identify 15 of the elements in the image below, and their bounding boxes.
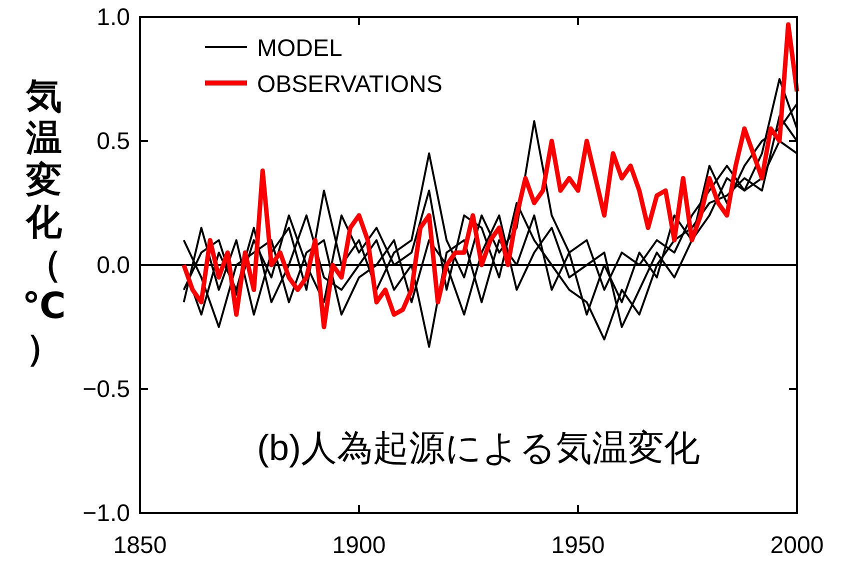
x-tick-label: 1850 — [113, 532, 167, 559]
y-tick-label: 0.5 — [96, 128, 130, 155]
y-tick-label: 1.0 — [96, 4, 130, 31]
x-tick-label: 1900 — [332, 532, 386, 559]
y-axis-title: 気温変化（℃） — [22, 75, 66, 368]
annotation: (b)人為起源による気温変化 — [257, 427, 700, 468]
x-tick-label: 2000 — [770, 532, 824, 559]
y-tick-label: 0.0 — [96, 252, 130, 279]
legend-item: MODEL — [205, 35, 342, 62]
legend-label: MODEL — [257, 35, 342, 62]
x-tick-label: 1950 — [551, 532, 605, 559]
y-tick-label: −0.5 — [82, 376, 130, 403]
legend-item: OBSERVATIONS — [205, 71, 442, 98]
y-tick-label: −1.0 — [82, 500, 130, 527]
legend-label: OBSERVATIONS — [257, 71, 442, 98]
